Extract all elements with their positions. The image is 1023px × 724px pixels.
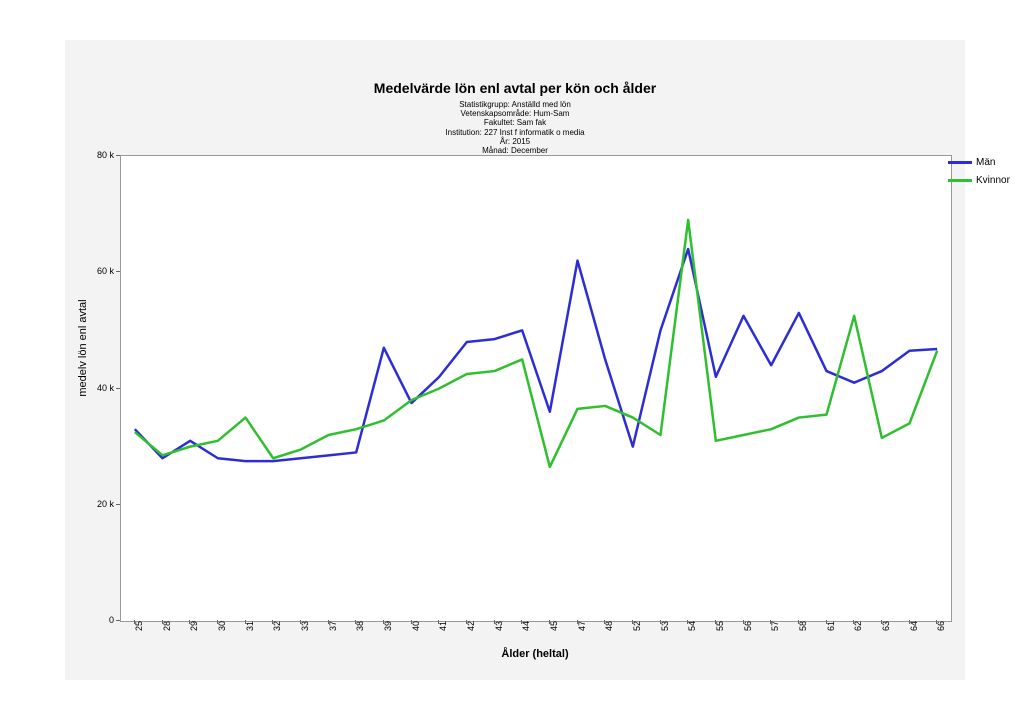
x-tick-label: 38 [355, 621, 365, 631]
chart-container: Medelvärde lön enl avtal per kön och åld… [65, 40, 965, 680]
x-tick-label: 62 [853, 621, 863, 631]
y-tick-mark [116, 155, 120, 156]
x-tick-label: 29 [189, 621, 199, 631]
x-tick-label: 56 [743, 621, 753, 631]
x-tick-mark [245, 620, 246, 624]
x-tick-mark [715, 620, 716, 624]
x-tick-label: 31 [245, 621, 255, 631]
y-tick-mark [116, 271, 120, 272]
x-tick-mark [494, 620, 495, 624]
x-tick-mark [411, 620, 412, 624]
x-tick-mark [521, 620, 522, 624]
x-tick-mark [687, 620, 688, 624]
x-tick-mark [272, 620, 273, 624]
x-tick-mark [909, 620, 910, 624]
subtitle-line: Vetenskapsområde: Hum-Sam [461, 109, 570, 118]
legend-swatch [948, 179, 972, 182]
x-tick-label: 39 [383, 621, 393, 631]
x-tick-mark [549, 620, 550, 624]
x-tick-label: 37 [328, 621, 338, 631]
x-tick-label: 52 [632, 621, 642, 631]
x-tick-label: 25 [134, 621, 144, 631]
x-tick-label: 28 [162, 621, 172, 631]
x-tick-label: 53 [660, 621, 670, 631]
series-line-kvinnor [135, 220, 937, 467]
x-tick-label: 41 [438, 621, 448, 631]
x-tick-label: 43 [494, 621, 504, 631]
x-tick-mark [162, 620, 163, 624]
x-tick-label: 47 [577, 621, 587, 631]
x-tick-mark [770, 620, 771, 624]
x-tick-label: 48 [604, 621, 614, 631]
x-tick-mark [355, 620, 356, 624]
x-tick-mark [936, 620, 937, 624]
y-tick-label: 80 k [80, 150, 114, 160]
x-tick-mark [632, 620, 633, 624]
x-tick-mark [189, 620, 190, 624]
plot-area [120, 155, 952, 622]
x-tick-mark [660, 620, 661, 624]
x-tick-mark [743, 620, 744, 624]
y-tick-label: 60 k [80, 266, 114, 276]
chart-subtitle: Statistikgrupp: Anställd med lönVetenska… [65, 100, 965, 155]
x-tick-mark [798, 620, 799, 624]
x-tick-mark [604, 620, 605, 624]
subtitle-line: Månad: December [482, 146, 548, 155]
y-tick-mark [116, 620, 120, 621]
y-tick-label: 0 [80, 615, 114, 625]
x-tick-mark [383, 620, 384, 624]
series-line-män [135, 249, 937, 461]
x-tick-mark [300, 620, 301, 624]
subtitle-line: Institution: 227 Inst f informatik o med… [445, 128, 584, 137]
plot-svg [121, 156, 951, 621]
x-tick-label: 44 [521, 621, 531, 631]
legend-item-kvinnor: Kvinnor [948, 175, 1010, 186]
x-tick-label: 40 [411, 621, 421, 631]
y-tick-mark [116, 388, 120, 389]
x-tick-label: 55 [715, 621, 725, 631]
x-tick-mark [826, 620, 827, 624]
x-tick-label: 33 [300, 621, 310, 631]
x-tick-label: 30 [217, 621, 227, 631]
subtitle-line: År: 2015 [500, 137, 530, 146]
x-tick-mark [134, 620, 135, 624]
y-tick-label: 20 k [80, 499, 114, 509]
x-tick-mark [438, 620, 439, 624]
x-tick-mark [577, 620, 578, 624]
y-axis-label: medelv lön enl avtal [77, 248, 89, 448]
x-tick-label: 57 [770, 621, 780, 631]
x-tick-label: 66 [936, 621, 946, 631]
x-tick-mark [328, 620, 329, 624]
subtitle-line: Fakultet: Sam fak [484, 118, 546, 127]
x-tick-label: 63 [881, 621, 891, 631]
x-tick-mark [881, 620, 882, 624]
x-axis-label: Ålder (heltal) [120, 648, 950, 660]
chart-title: Medelvärde lön enl avtal per kön och åld… [65, 80, 965, 96]
x-tick-label: 58 [798, 621, 808, 631]
x-tick-label: 45 [549, 621, 559, 631]
legend-label: Män [976, 157, 995, 168]
subtitle-line: Statistikgrupp: Anställd med lön [459, 100, 571, 109]
y-tick-label: 40 k [80, 383, 114, 393]
legend-swatch [948, 161, 972, 164]
x-tick-label: 32 [272, 621, 282, 631]
x-tick-mark [466, 620, 467, 624]
x-tick-label: 54 [687, 621, 697, 631]
legend-item-män: Män [948, 157, 995, 168]
legend-label: Kvinnor [976, 175, 1010, 186]
x-tick-label: 61 [826, 621, 836, 631]
x-tick-mark [853, 620, 854, 624]
x-tick-label: 42 [466, 621, 476, 631]
y-tick-mark [116, 504, 120, 505]
x-tick-mark [217, 620, 218, 624]
x-tick-label: 64 [909, 621, 919, 631]
